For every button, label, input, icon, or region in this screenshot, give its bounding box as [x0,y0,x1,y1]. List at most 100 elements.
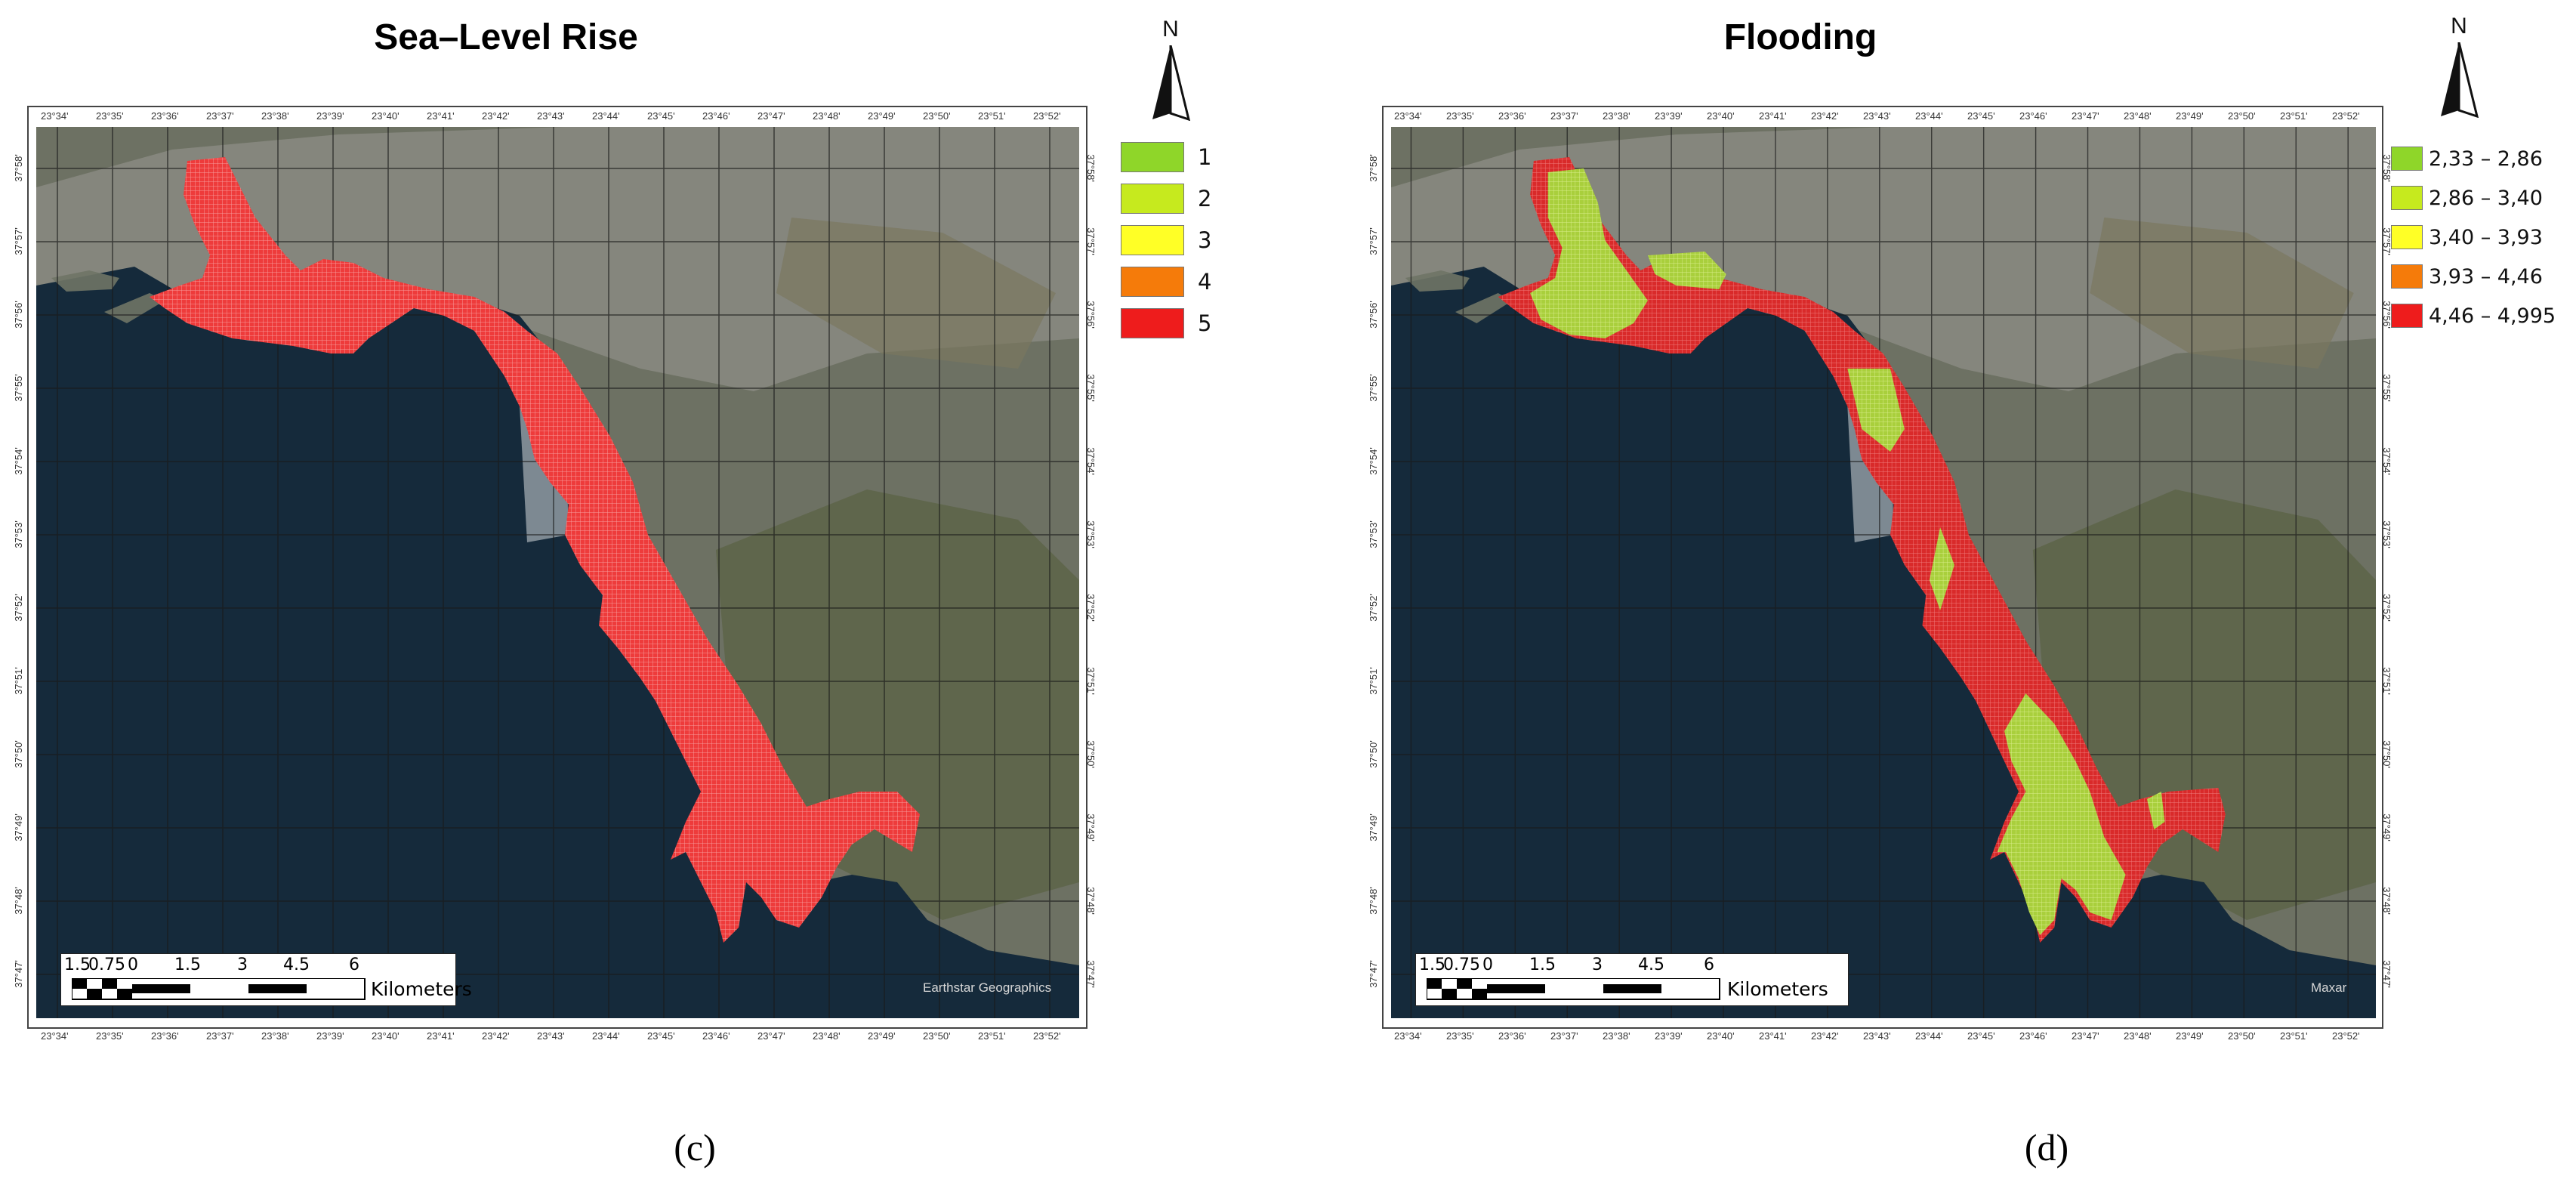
legend: 2,33 – 2,86 2,86 – 3,40 3,40 – 3,93 3,93… [2391,144,2576,340]
longitude-tick: 23°39' [316,1030,344,1042]
panel-caption: (c) [674,1126,716,1169]
latitude-tick: 37°54' [1367,447,1379,475]
legend-swatch [2391,304,2423,328]
scale-units: Kilometers [1727,978,1828,1000]
satellite-basemap [1391,127,2376,1018]
latitude-tick: 37°52' [1084,594,1097,622]
longitude-tick: 23°34' [41,1030,69,1042]
longitude-tick: 23°44' [592,1030,620,1042]
longitude-tick: 23°52' [2332,1030,2360,1042]
map-panel-d: Flooding [1355,0,2576,1201]
legend-item: 4 [1121,267,1211,297]
longitude-tick: 23°48' [813,110,841,122]
latitude-tick: 37°58' [12,154,24,182]
latitude-tick: 37°50' [1367,740,1379,768]
north-arrow-icon [2441,42,2479,118]
latitude-tick: 37°56' [1084,301,1097,329]
longitude-tick: 23°51' [2280,1030,2308,1042]
latitude-tick: 37°52' [12,594,24,622]
legend-item: 2,86 – 3,40 [2391,183,2543,213]
longitude-tick: 23°37' [206,110,234,122]
longitude-tick: 23°50' [2228,1030,2256,1042]
legend-label: 1 [1198,144,1212,170]
longitude-tick: 23°48' [813,1030,841,1042]
latitude-tick: 37°54' [12,447,24,475]
latitude-tick: 37°52' [1367,594,1379,622]
latitude-tick: 37°55' [12,374,24,402]
longitude-tick: 23°40' [372,110,400,122]
scale-bar-graphic [72,978,366,1000]
graticule [36,127,1079,1018]
legend-label: 2 [1198,186,1212,211]
north-arrow-icon [1152,45,1191,121]
longitude-tick: 23°41' [1759,1030,1787,1042]
latitude-tick: 37°47' [1367,960,1379,988]
legend-item: 2 [1121,184,1211,214]
longitude-tick: 23°41' [427,110,455,122]
legend-item: 1 [1121,142,1211,172]
longitude-tick: 23°47' [2072,110,2099,122]
longitude-tick: 23°43' [537,110,565,122]
map-area [1391,127,2376,1018]
legend-item: 3,40 – 3,93 [2391,222,2543,252]
scale-label: 0.75 [1443,956,1480,974]
legend-item: 4,46 – 4,995 [2391,301,2556,331]
longitude-tick: 23°36' [1498,1030,1526,1042]
north-label: N [1162,17,1179,42]
satellite-basemap [36,127,1079,1018]
longitude-tick: 23°42' [482,1030,510,1042]
legend-label: 3,93 – 4,46 [2429,264,2543,289]
legend-swatch [2391,186,2423,210]
latitude-tick: 37°54' [2380,447,2392,475]
latitude-tick: 37°49' [1084,814,1097,841]
panel-title: Flooding [1723,17,1877,57]
longitude-tick: 23°40' [1707,1030,1735,1042]
latitude-tick: 37°57' [2380,227,2392,255]
scale-bar-graphic [1427,978,1720,1000]
longitude-tick: 23°40' [372,1030,400,1042]
longitude-tick: 23°39' [1655,110,1683,122]
longitude-tick: 23°39' [1655,1030,1683,1042]
latitude-tick: 37°51' [12,667,24,695]
longitude-tick: 23°52' [1033,110,1061,122]
scale-bar: 1.5 0.75 0 1.5 3 4.5 6 Kilometers [60,953,472,1006]
latitude-tick: 37°49' [2380,814,2392,841]
latitude-tick: 37°52' [2380,594,2392,622]
legend-item: 3 [1121,225,1211,255]
legend-swatch [2391,225,2423,249]
scale-label: 0.75 [88,956,125,974]
legend-item: 2,33 – 2,86 [2391,144,2543,174]
longitude-tick: 23°40' [1707,110,1735,122]
longitude-tick: 23°49' [868,1030,896,1042]
graticule [1391,127,2376,1018]
scale-units: Kilometers [371,978,472,1000]
longitude-tick: 23°38' [261,1030,289,1042]
longitude-tick: 23°35' [96,1030,124,1042]
scale-label: 4.5 [1638,956,1664,974]
legend-label: 4 [1198,269,1212,295]
longitude-tick: 23°47' [757,110,785,122]
longitude-tick: 23°45' [1967,1030,1995,1042]
latitude-tick: 37°47' [1084,960,1097,988]
legend-swatch [1121,225,1184,255]
latitude-tick: 37°55' [1367,374,1379,402]
longitude-tick: 23°49' [868,110,896,122]
latitude-tick: 37°56' [12,301,24,329]
scale-label: 1.5 [1419,956,1445,974]
longitude-tick: 23°37' [1550,110,1578,122]
longitude-tick: 23°39' [316,110,344,122]
flooding-zone-low [1530,168,2165,935]
longitude-tick: 23°49' [2176,110,2204,122]
latitude-tick: 37°58' [2380,154,2392,182]
latitude-tick: 37°47' [12,960,24,988]
longitude-tick: 23°36' [151,110,179,122]
latitude-tick: 37°57' [12,227,24,255]
longitude-tick: 23°44' [592,110,620,122]
longitude-tick: 23°44' [1915,1030,1943,1042]
latitude-tick: 37°53' [12,520,24,548]
legend-item: 3,93 – 4,46 [2391,261,2543,292]
scale-label: 6 [349,956,359,974]
scale-label: 4.5 [283,956,310,974]
latitude-tick: 37°48' [1367,887,1379,915]
scale-label: 3 [237,956,248,974]
